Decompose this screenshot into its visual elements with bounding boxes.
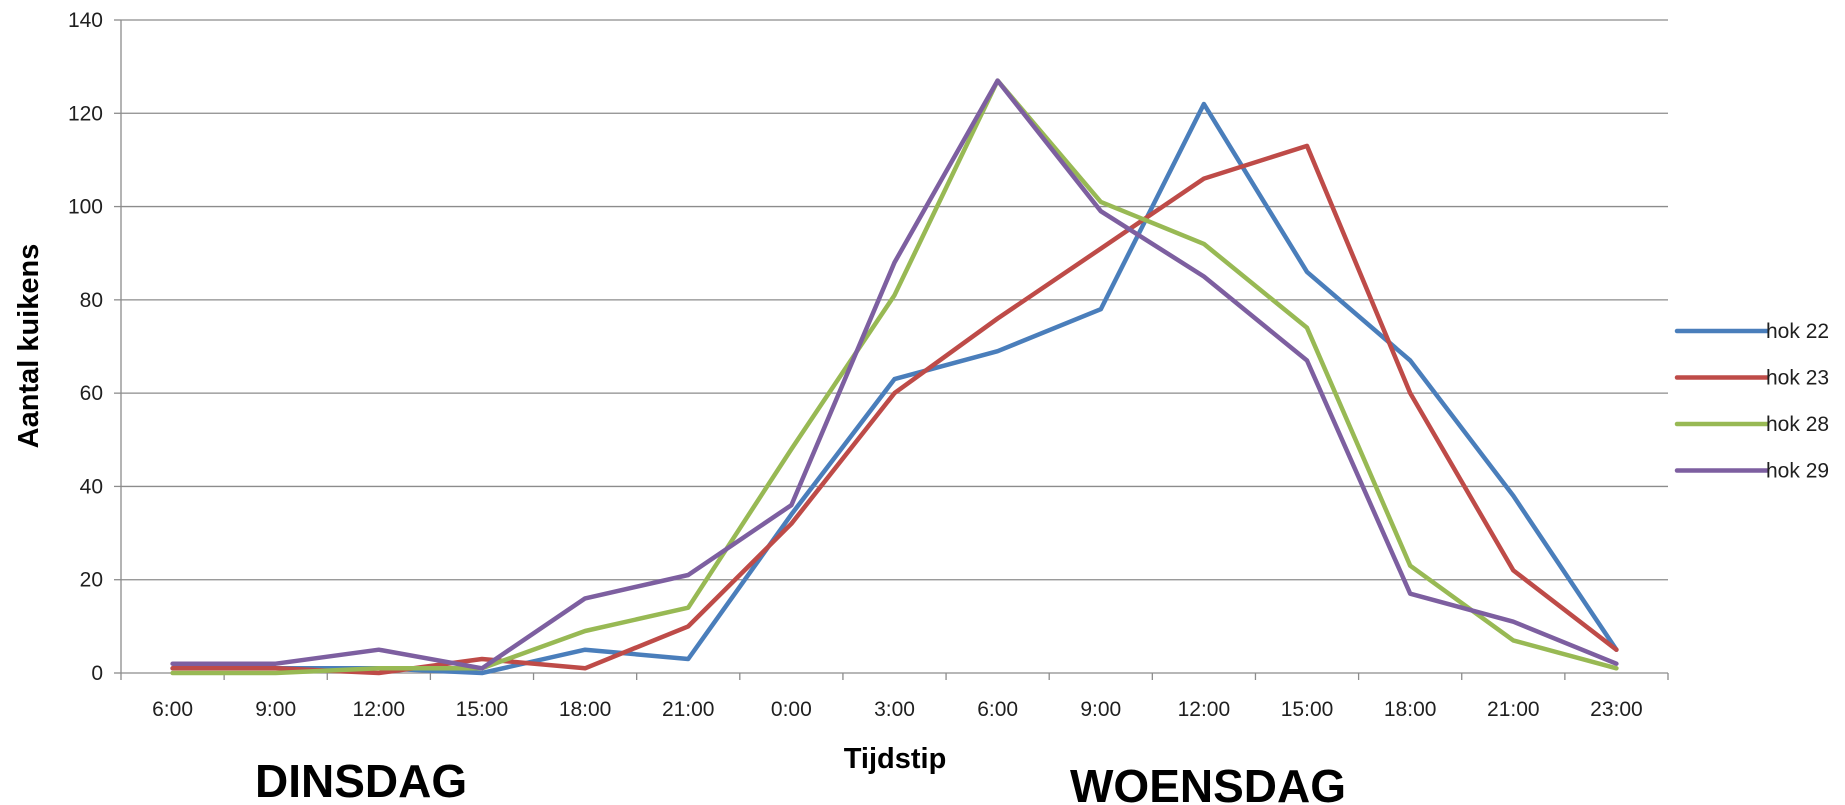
y-axis-tick-labels: 0 20 40 60 80 100 120 140 [68, 9, 103, 685]
x-tick-label: 6:00 [152, 698, 193, 721]
day-label-woensdag: WOENSDAG [1070, 760, 1346, 805]
y-tick-label: 20 [80, 569, 103, 592]
data-series [170, 78, 1619, 676]
x-tick-label: 18:00 [1384, 698, 1437, 721]
x-tick-label: 0:00 [771, 698, 812, 721]
x-tick-label: 6:00 [977, 698, 1018, 721]
x-axis-title: Tijdstip [844, 743, 947, 775]
x-tick-label: 9:00 [1080, 698, 1121, 721]
x-tick-label: 23:00 [1590, 698, 1643, 721]
legend-label-hok-28: hok 28 [1766, 413, 1829, 436]
x-tick-label: 15:00 [1281, 698, 1334, 721]
x-tick-label: 18:00 [559, 698, 612, 721]
series-line-hok-23 [170, 143, 1619, 676]
x-axis-tick-labels: 6:00 9:00 12:00 15:00 18:00 21:00 0:00 3:00 6:00… [152, 698, 1643, 721]
legend-label-hok-23: hok 23 [1766, 367, 1829, 390]
x-tick-label: 9:00 [255, 698, 296, 721]
legend: hok 22 hok 23 hok 28 hok 29 [1674, 320, 1829, 483]
series-line-hok-29 [170, 78, 1619, 671]
y-tick-label: 100 [68, 196, 103, 219]
series-line-hok-28 [170, 78, 1619, 676]
gridlines [121, 19, 1668, 581]
y-tick-label: 80 [80, 289, 103, 312]
x-tick-label: 15:00 [456, 698, 509, 721]
x-tick-label: 21:00 [1487, 698, 1540, 721]
y-tick-label: 0 [91, 662, 103, 685]
day-label-dinsdag: DINSDAG [255, 755, 467, 805]
x-tick-label: 12:00 [353, 698, 406, 721]
y-tick-label: 60 [80, 382, 103, 405]
y-tick-label: 140 [68, 9, 103, 32]
y-tick-label: 40 [80, 475, 103, 498]
legend-label-hok-29: hok 29 [1766, 460, 1829, 483]
x-tick-label: 21:00 [662, 698, 715, 721]
y-axis-title: Aantal kuikens [13, 244, 45, 449]
x-tick-label: 12:00 [1178, 698, 1231, 721]
series-line-hok-22 [170, 101, 1619, 676]
x-tick-label: 3:00 [874, 698, 915, 721]
y-tick-label: 120 [68, 102, 103, 125]
legend-label-hok-22: hok 22 [1766, 320, 1829, 343]
